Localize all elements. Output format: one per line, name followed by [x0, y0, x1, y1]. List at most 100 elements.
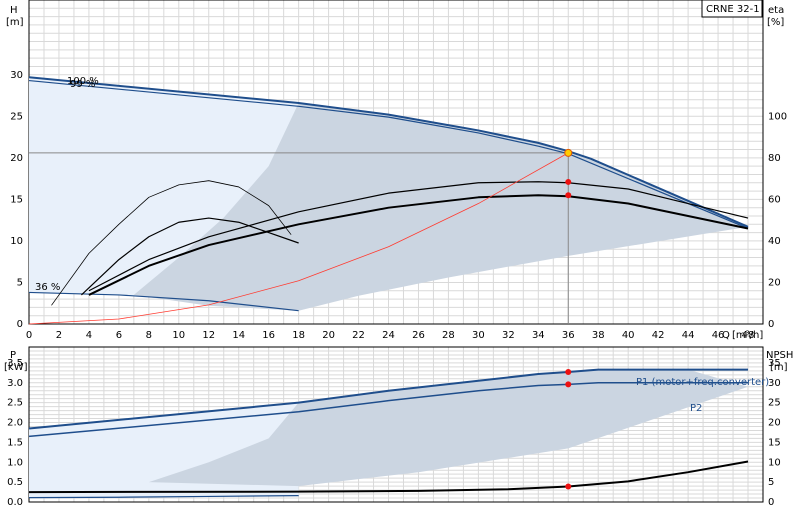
power-p1-curve: [28, 368, 749, 430]
power-p2-curve: [28, 382, 749, 438]
head-axis-unit: [m]: [6, 17, 24, 28]
right-axis-tick-label: 0: [768, 319, 774, 330]
head-curve-36: [28, 291, 299, 312]
power-chart-lines: [28, 368, 749, 499]
x-axis-tick-label: 48: [742, 330, 755, 341]
p1-series-label: P1 (motor+freq.converter): [636, 377, 769, 388]
right-axis-tick-label: 5: [768, 477, 774, 488]
x-axis-tick-label: 36: [562, 330, 575, 341]
npsh-axis-unit: [m]: [770, 362, 788, 373]
head-chart-areas: [29, 77, 749, 311]
x-axis-tick-label: 4: [86, 330, 92, 341]
x-axis-tick-label: 22: [352, 330, 365, 341]
eta-axis-unit: [%]: [767, 17, 784, 28]
right-axis-tick-label: 40: [768, 236, 781, 247]
x-axis-tick-label: 16: [262, 330, 275, 341]
left-axis-tick-label: 2.0: [7, 418, 23, 429]
left-axis-tick-label: 15: [10, 194, 23, 205]
operating-point-marker: [565, 369, 572, 376]
x-axis-tick-label: 0: [26, 330, 32, 341]
right-axis-tick-label: 30: [768, 378, 781, 389]
x-axis-tick-label: 24: [382, 330, 395, 341]
left-axis-tick-label: 10: [10, 236, 23, 247]
duty-point-marker: [564, 148, 573, 157]
efficiency-curve-outer: [88, 181, 749, 292]
operating-point-marker: [565, 381, 572, 388]
x-axis-tick-label: 14: [232, 330, 245, 341]
x-axis-tick-label: 26: [412, 330, 425, 341]
power-chart-areas: [29, 369, 749, 498]
x-axis-tick-label: 20: [322, 330, 335, 341]
chart-title-box: [701, 0, 763, 18]
flow-axis-unit: [m³/h]: [732, 330, 763, 341]
head-curve-100: [28, 76, 749, 228]
x-axis-tick-label: 10: [172, 330, 185, 341]
right-axis-tick-label: 25: [768, 398, 781, 409]
efficiency-curve-36-outer: [51, 180, 292, 306]
left-axis-tick-label: 1.0: [7, 457, 23, 468]
eta-axis-name: eta: [768, 5, 784, 16]
left-axis-tick-label: 1.5: [7, 437, 23, 448]
right-axis-tick-label: 0: [768, 497, 774, 508]
x-axis-tick-label: 42: [652, 330, 665, 341]
npsh-axis-name: NPSH: [766, 350, 793, 361]
speed-99-label: 99 %: [70, 79, 95, 90]
speed-36-label: 36 %: [35, 282, 60, 293]
p2-series-label: P2: [690, 403, 702, 414]
right-axis-tick-label: 10: [768, 457, 781, 468]
operating-point-marker: [565, 192, 572, 199]
npsh-curve: [28, 460, 749, 494]
power-axis-name: P: [10, 350, 16, 361]
power-low-speed-curve: [28, 495, 299, 499]
x-axis-tick-label: 28: [442, 330, 455, 341]
x-axis-tick-label: 18: [292, 330, 305, 341]
head-chart-lines: [28, 76, 749, 325]
efficiency-curve: [88, 194, 749, 296]
right-axis-tick-label: 60: [768, 194, 781, 205]
right-axis-tick-label: 80: [768, 153, 781, 164]
left-axis-tick-label: 20: [10, 153, 23, 164]
head-axis-name: H: [10, 5, 18, 16]
x-axis-tick-label: 34: [532, 330, 545, 341]
left-axis-tick-label: 3.0: [7, 378, 23, 389]
x-axis-tick-label: 8: [146, 330, 152, 341]
x-axis-tick-label: 2: [56, 330, 62, 341]
right-axis-tick-label: 20: [768, 277, 781, 288]
power-npsh-chart: 0.0 0.5 1.0 1.5 2.0 2.5 3.0 3.5 0 5 10 15 20 25 30 35 P…: [4, 346, 793, 508]
chart-title: CRNE 32-1: [706, 4, 760, 15]
speed-100-label: 100 %: [67, 76, 99, 87]
right-axis-tick-label: 35: [768, 358, 781, 369]
plot-frame: [28, 346, 764, 503]
right-axis-tick-label: 20: [768, 418, 781, 429]
right-axis-tick-label: 100: [768, 111, 787, 122]
x-axis-tick-label: 6: [116, 330, 122, 341]
left-axis-tick-label: 25: [10, 111, 23, 122]
left-axis-tick-label: 0.0: [7, 497, 23, 508]
left-axis-tick-label: 0.5: [7, 477, 23, 488]
efficiency-curve-36: [81, 217, 299, 296]
system-curve: [28, 152, 569, 325]
x-axis-tick-label: 38: [592, 330, 605, 341]
right-axis-tick-label: 15: [768, 437, 781, 448]
x-axis-tick-label: 40: [622, 330, 635, 341]
x-axis-tick-label: 44: [682, 330, 695, 341]
flow-axis-name: Q: [722, 330, 730, 341]
x-axis-tick-label: 12: [202, 330, 215, 341]
left-axis-tick-label: 2.5: [7, 398, 23, 409]
x-axis-tick-label: 30: [472, 330, 485, 341]
power-range-dark-area: [148, 369, 749, 487]
operating-point-marker: [565, 483, 572, 490]
x-axis-tick-label: 46: [712, 330, 725, 341]
operating-point-marker: [565, 178, 572, 185]
left-axis-tick-label: 3.5: [7, 358, 23, 369]
left-axis-tick-label: 30: [10, 70, 23, 81]
left-axis-tick-label: 0: [17, 319, 23, 330]
left-axis-tick-label: 5: [17, 277, 23, 288]
power-chart-ticks: 0.0 0.5 1.0 1.5 2.0 2.5 3.0 3.5 0 5 10 15 20 25 30 35: [7, 358, 781, 508]
power-axis-unit: [kW]: [4, 362, 28, 373]
operating-range-dark-area: [133, 103, 749, 311]
x-axis-tick-label: 32: [502, 330, 515, 341]
